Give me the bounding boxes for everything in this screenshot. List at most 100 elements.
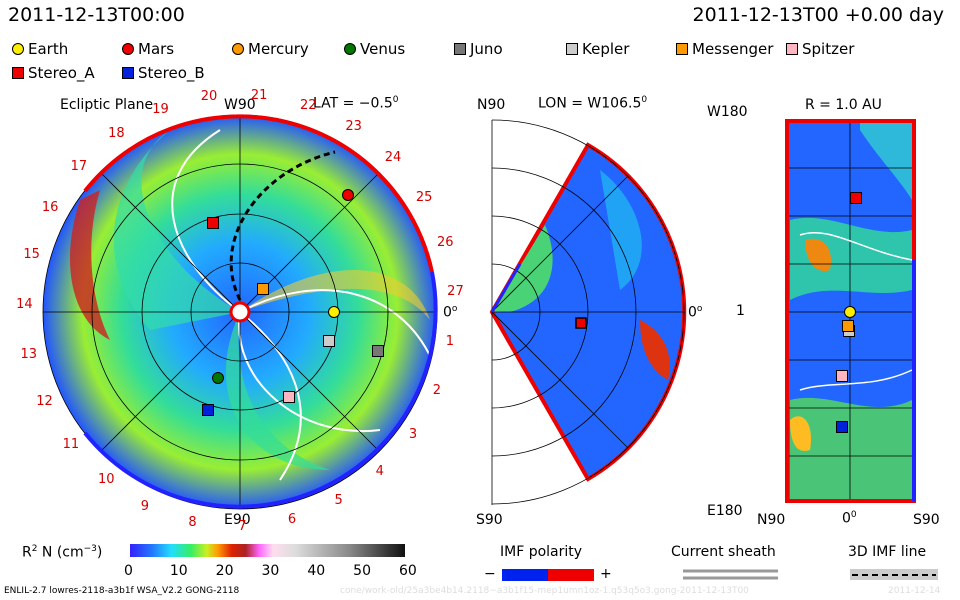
carrington-tick: 26 <box>437 235 454 251</box>
colorbar-tick: 10 <box>169 563 188 579</box>
circle-marker-icon <box>122 43 134 55</box>
legend-label: Mercury <box>248 40 309 58</box>
radial-tick-s90: S90 <box>913 512 940 528</box>
carrington-tick: 22 <box>299 97 317 113</box>
legend-item-stereo_a: Stereo_A <box>12 64 95 82</box>
legend-item-mercury: Mercury <box>232 40 309 58</box>
stereo_a-marker <box>207 217 219 229</box>
imf-negative-swatch <box>502 569 548 581</box>
legend-item-venus: Venus <box>344 40 405 58</box>
footer-run-path: cone/work-old/25a3be4b14.2118~a3b1f15-me… <box>340 586 749 596</box>
legend-label: Messenger <box>692 40 774 58</box>
colorbar-tick: 60 <box>399 563 417 579</box>
circle-marker-icon <box>12 43 24 55</box>
current-sheath-title: Current sheath <box>671 544 776 560</box>
radial-mid-left: 1 <box>736 303 745 319</box>
carrington-tick: 18 <box>108 126 125 142</box>
stereo_a-marker-radial <box>850 192 862 204</box>
stereo_b-marker-radial <box>836 421 848 433</box>
kepler-marker <box>323 335 335 347</box>
footer-model-info: ENLIL-2.7 lowres-2118-a3b1f WSA_V2.2 GON… <box>4 586 240 596</box>
legend-item-spitzer: Spitzer <box>786 40 854 58</box>
legend-label: Kepler <box>582 40 630 58</box>
carrington-tick: 8 <box>188 514 197 530</box>
square-marker-icon <box>12 67 24 79</box>
stereo_b-marker <box>202 404 214 416</box>
square-marker-icon <box>786 43 798 55</box>
density-colorbar <box>130 544 405 557</box>
meridional-panel <box>489 119 687 505</box>
stereo-a-marker-meridional <box>575 317 587 329</box>
meridional-right-label: 0o <box>688 304 703 321</box>
legend-item-stereo_b: Stereo_B <box>122 64 205 82</box>
radial-tick-n90: N90 <box>757 512 786 528</box>
carrington-tick: 3 <box>408 426 418 442</box>
imf-minus: − <box>484 566 496 582</box>
meridional-bottom-label: S90 <box>476 512 503 528</box>
ecliptic-plane-panel <box>42 114 438 510</box>
imf3d-title: 3D IMF line <box>848 544 927 560</box>
ecliptic-lat-label: LAT = −0.50 <box>313 95 399 112</box>
legend-item-earth: Earth <box>12 40 68 58</box>
carrington-tick: 21 <box>250 87 268 103</box>
colorbar-tick: 0 <box>124 563 133 579</box>
carrington-tick: 5 <box>334 493 343 509</box>
legend-label: Stereo_A <box>28 64 95 82</box>
legend-label: Stereo_B <box>138 64 205 82</box>
spitzer-marker-radial <box>836 370 848 382</box>
radial-top-left: W180 <box>707 104 748 120</box>
carrington-tick: 12 <box>36 394 53 410</box>
legend-label: Mars <box>138 40 175 58</box>
earth-marker-radial <box>844 306 856 318</box>
colorbar-tick: 20 <box>215 563 234 579</box>
radial-tick-0: 00 <box>842 510 857 527</box>
timestamp-right: 2011-12-13T00 +0.00 day <box>692 4 944 26</box>
meridional-top-label: N90 <box>477 97 506 113</box>
imf-positive-swatch <box>548 569 594 581</box>
square-marker-icon <box>454 43 466 55</box>
legend-label: Spitzer <box>802 40 855 58</box>
meridional-lon-label: LON = W106.50 <box>538 95 648 112</box>
carrington-tick: 15 <box>23 247 40 263</box>
carrington-tick: 1 <box>445 334 454 350</box>
carrington-tick: 16 <box>41 200 59 216</box>
carrington-tick: 13 <box>20 346 37 362</box>
carrington-tick: 9 <box>140 498 149 514</box>
juno-marker <box>372 345 384 357</box>
legend-label: Venus <box>360 40 406 58</box>
radial-map-panel <box>785 119 916 503</box>
colorbar-tick: 30 <box>261 563 280 579</box>
carrington-tick: 25 <box>415 189 433 205</box>
carrington-tick: 19 <box>152 102 169 118</box>
square-marker-icon <box>566 43 578 55</box>
messenger-marker <box>257 283 269 295</box>
circle-marker-icon <box>344 43 356 55</box>
square-marker-icon <box>676 43 688 55</box>
legend-item-kepler: Kepler <box>566 40 629 58</box>
spitzer-marker <box>283 391 295 403</box>
carrington-tick: 10 <box>98 472 115 488</box>
circle-marker-icon <box>232 43 244 55</box>
legend-label: Juno <box>470 40 503 58</box>
legend-item-juno: Juno <box>454 40 503 58</box>
venus-marker <box>212 372 224 384</box>
carrington-tick: 6 <box>287 511 297 527</box>
carrington-tick: 17 <box>70 159 88 175</box>
carrington-tick: 4 <box>375 464 384 480</box>
colorbar-tick: 50 <box>353 563 371 579</box>
legend-item-messenger: Messenger <box>676 40 773 58</box>
carrington-tick: 27 <box>447 284 464 300</box>
mars-marker <box>342 189 354 201</box>
carrington-tick: 2 <box>432 382 442 398</box>
carrington-tick: 7 <box>238 518 247 534</box>
radial-bottom-left: E180 <box>707 503 743 519</box>
colorbar-label: R2 N (cm−3) <box>22 544 103 561</box>
earth-marker <box>328 306 340 318</box>
ecliptic-bottom-label: E90 <box>224 512 251 528</box>
square-marker-icon <box>122 67 134 79</box>
carrington-tick: 14 <box>16 296 33 312</box>
radial-title: R = 1.0 AU <box>805 97 882 113</box>
carrington-tick: 23 <box>345 119 362 135</box>
colorbar-tick: 40 <box>307 563 326 579</box>
